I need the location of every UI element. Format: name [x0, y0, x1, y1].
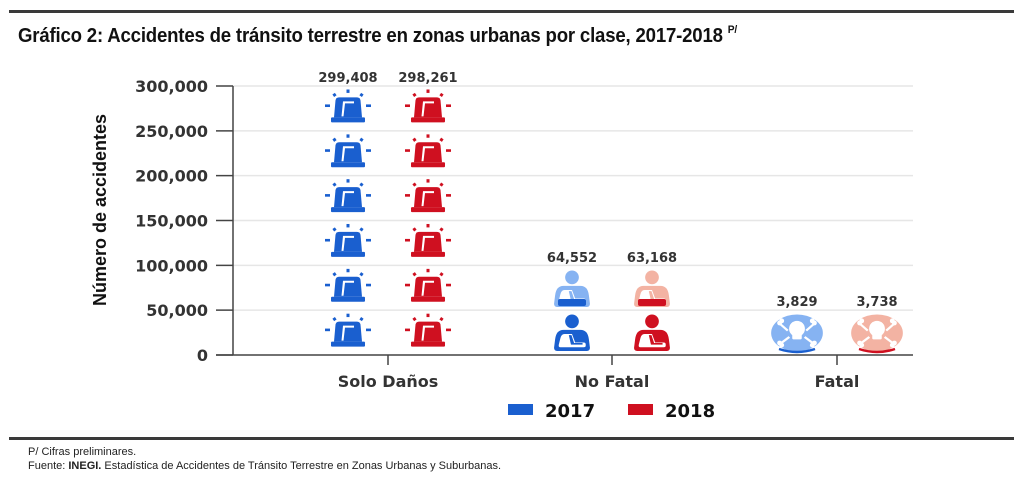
chart-title-text: Gráfico 2: Accidentes de tránsito terres…	[18, 25, 723, 47]
siren-icon	[325, 134, 371, 168]
injured-person-icon	[554, 314, 590, 351]
skull-glyph	[771, 314, 823, 352]
legend-swatch	[508, 404, 533, 415]
y-axis-title: Número de accidentes	[90, 114, 110, 306]
bottom-rule	[9, 437, 1014, 440]
siren-icon	[325, 89, 371, 123]
y-tick-label: 0	[197, 346, 208, 365]
siren-icon	[325, 268, 371, 302]
category-label: Fatal	[815, 372, 860, 391]
value-label: 3,738	[856, 295, 897, 310]
icon-fill-level	[638, 299, 666, 306]
injured-person-icon	[634, 270, 670, 307]
gridlines	[233, 85, 913, 311]
siren-icon	[405, 89, 451, 123]
siren-icon	[405, 268, 451, 302]
value-label: 299,408	[318, 71, 377, 86]
y-tick-label: 150,000	[135, 212, 208, 231]
siren-icon	[325, 223, 371, 257]
skull-crossbones-icon	[771, 314, 823, 354]
category-label: No Fatal	[575, 372, 650, 391]
y-tick-label: 250,000	[135, 122, 208, 141]
value-labels: 299,408 298,261 64,552 63,168 3,829 3,738	[318, 71, 897, 310]
legend-swatch	[628, 404, 653, 415]
injured-person-icon	[634, 314, 670, 351]
value-label: 64,552	[547, 251, 597, 266]
y-tick-labels: 0 50,000 100,000 150,000 200,000 250,000 300,0…	[135, 77, 208, 365]
injured-person-icon	[554, 270, 590, 307]
y-tick-label: 200,000	[135, 167, 208, 186]
skull-glyph	[851, 314, 903, 352]
y-tick-label: 300,000	[135, 77, 208, 96]
value-label: 3,829	[776, 295, 817, 310]
pictogram-marks	[325, 89, 903, 354]
preliminary-note: P/ Cifras preliminares.	[28, 446, 137, 458]
category-label: Solo Daños	[338, 372, 439, 391]
value-label: 298,261	[398, 71, 457, 86]
siren-icon	[325, 313, 371, 347]
siren-icon	[405, 134, 451, 168]
icon-fill-level	[858, 347, 896, 354]
value-label: 63,168	[627, 251, 677, 266]
siren-icon	[405, 313, 451, 347]
source-org: INEGI.	[68, 460, 102, 472]
icon-fill-level	[778, 347, 816, 354]
top-rule	[9, 10, 1014, 13]
source-note: Fuente: INEGI. Estadística de Accidentes…	[28, 459, 501, 473]
chart-title: Gráfico 2: Accidentes de tránsito terres…	[18, 24, 737, 48]
siren-icon	[405, 179, 451, 213]
category-labels: Solo Daños No Fatal Fatal	[338, 372, 860, 391]
legend-label: 2017	[545, 401, 595, 422]
y-tick-label: 50,000	[146, 301, 208, 320]
chart-title-superscript: P/	[727, 24, 738, 36]
y-tick-label: 100,000	[135, 256, 208, 275]
siren-icon	[325, 179, 371, 213]
siren-icon	[405, 223, 451, 257]
source-prefix: Fuente:	[28, 460, 69, 472]
legend: 2017 2018	[508, 401, 715, 422]
chart-notes: P/ Cifras preliminares. Fuente: INEGI. E…	[28, 445, 501, 473]
source-text: Estadística de Accidentes de Tránsito Te…	[101, 460, 502, 472]
axes	[216, 85, 913, 365]
icon-fill-level	[558, 299, 586, 306]
skull-crossbones-icon	[851, 314, 903, 354]
legend-label: 2018	[665, 401, 715, 422]
